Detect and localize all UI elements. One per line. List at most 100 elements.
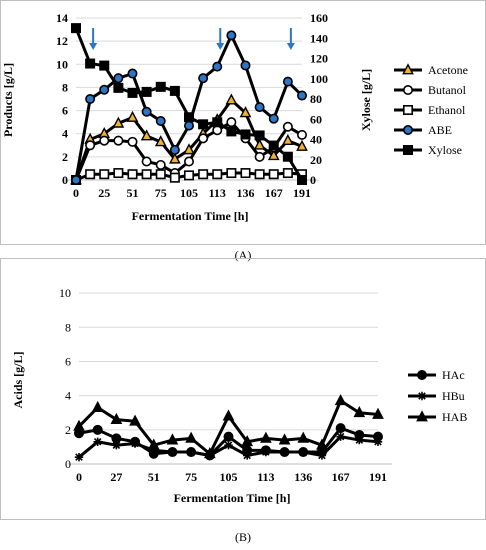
point-ethanol — [254, 169, 265, 180]
point-xylose — [254, 130, 265, 141]
point-hbu — [168, 447, 177, 457]
point-butanol — [282, 121, 293, 132]
y-tick-label: 2 — [62, 150, 68, 164]
point-butanol — [127, 136, 138, 147]
point-hab — [185, 431, 197, 443]
point-butanol — [226, 117, 237, 128]
point-xylose — [268, 140, 279, 151]
point-xylose — [141, 86, 152, 97]
series-butanol — [71, 117, 307, 186]
x-tick-label: 0 — [76, 470, 82, 484]
legend-marker-hab — [416, 410, 428, 422]
x-tick-label: 25 — [98, 186, 110, 200]
point-xylose — [184, 112, 195, 123]
series-abe — [71, 30, 307, 186]
point-hac — [92, 424, 103, 435]
legend-item-hac: HAc — [408, 368, 465, 382]
y-tick-label: 10 — [56, 57, 68, 71]
point-hab — [129, 414, 141, 426]
y-tick-label: 0 — [62, 173, 68, 187]
point-hbu — [112, 441, 121, 450]
point-ethanol — [212, 169, 223, 180]
legend-marker-abe — [402, 125, 413, 136]
point-xylose — [169, 85, 180, 96]
y-tick-label: 6 — [62, 104, 68, 118]
x-tick-label: 136 — [294, 470, 312, 484]
indicator-arrow-icon — [286, 28, 295, 50]
indicator-arrow-icon — [89, 28, 98, 50]
point-abe — [226, 30, 237, 41]
point-hab — [203, 447, 216, 459]
chart-b-legend: HAc HBu HAB — [408, 368, 467, 424]
point-acetone — [282, 133, 294, 146]
y2-tick-label: 60 — [310, 112, 322, 126]
legend-item-xylose: Xylose — [394, 143, 462, 157]
point-xylose — [99, 60, 110, 71]
point-hac — [335, 423, 346, 434]
x-tick-label: 0 — [73, 186, 79, 200]
chart-a-y-axis-label: Products [g/L] — [1, 63, 15, 137]
point-acetone — [154, 135, 167, 147]
point-hbu — [280, 447, 289, 457]
point-abe — [71, 175, 82, 186]
legend-label-hac: HAc — [442, 368, 465, 382]
point-hab — [334, 394, 347, 406]
point-hab — [166, 433, 179, 445]
legend-label-hab: HAB — [442, 410, 467, 424]
point-xylose — [226, 126, 237, 137]
point-ethanol — [240, 168, 251, 179]
y2-tick-label: 80 — [310, 92, 322, 106]
point-acetone — [183, 143, 195, 155]
point-hbu — [149, 446, 158, 455]
point-abe — [99, 84, 110, 95]
point-abe — [85, 94, 96, 105]
point-hac — [223, 431, 234, 442]
chart-b-svg: Acids [g/L] Fermentation Time [h] 0 2 4 6 8 1… — [11, 286, 467, 505]
point-abe — [282, 76, 293, 87]
point-abe — [212, 61, 223, 72]
point-hbu — [130, 439, 140, 448]
y-tick-label: 12 — [56, 34, 68, 48]
point-acetone — [169, 152, 181, 164]
point-hbu — [224, 441, 233, 450]
point-ethanol — [141, 169, 152, 180]
legend-item-acetone: Acetone — [394, 63, 468, 77]
point-acetone — [126, 110, 139, 122]
point-acetone — [296, 139, 308, 151]
legend-item-ethanol: Ethanol — [394, 103, 466, 117]
point-hab — [91, 400, 104, 413]
legend-label-butanol: Butanol — [428, 83, 467, 97]
series-ethanol — [71, 168, 307, 186]
chart-a-svg: Products [g/L] Xylose [g/L] Fermentation… — [1, 11, 468, 223]
point-ethanol — [282, 168, 293, 179]
x-tick-label: 51 — [127, 186, 139, 200]
point-acetone — [253, 138, 266, 150]
legend-label-ethanol: Ethanol — [428, 103, 466, 117]
point-butanol — [254, 151, 265, 162]
chart-b-x-axis-label: Fermentation Time [h] — [174, 491, 291, 505]
point-butanol — [141, 156, 152, 167]
point-ethanol — [127, 169, 138, 180]
point-abe — [296, 90, 307, 101]
legend-item-hab: HAB — [408, 410, 467, 424]
point-acetone — [267, 149, 280, 161]
legend-marker-hac — [416, 370, 427, 381]
x-tick-label: 113 — [257, 470, 274, 484]
legend-item-hbu: HBu — [408, 389, 465, 403]
y2-tick-label: 40 — [310, 133, 322, 147]
series-xylose — [71, 23, 307, 186]
chart-a-arrows — [89, 28, 295, 50]
panel-a: Products [g/L] Xylose [g/L] Fermentation… — [0, 0, 486, 266]
legend-marker-xylose — [402, 145, 413, 156]
point-hab — [316, 438, 328, 450]
point-hab — [110, 412, 123, 424]
point-hbu — [355, 435, 364, 445]
point-butanol — [113, 135, 124, 146]
x-tick-label: 105 — [220, 470, 238, 484]
point-abe — [254, 102, 265, 113]
x-tick-label: 136 — [237, 186, 255, 200]
point-xylose — [127, 87, 138, 98]
series-hab — [73, 394, 384, 459]
legend-marker-ethanol — [402, 105, 413, 116]
point-hab — [222, 409, 235, 421]
